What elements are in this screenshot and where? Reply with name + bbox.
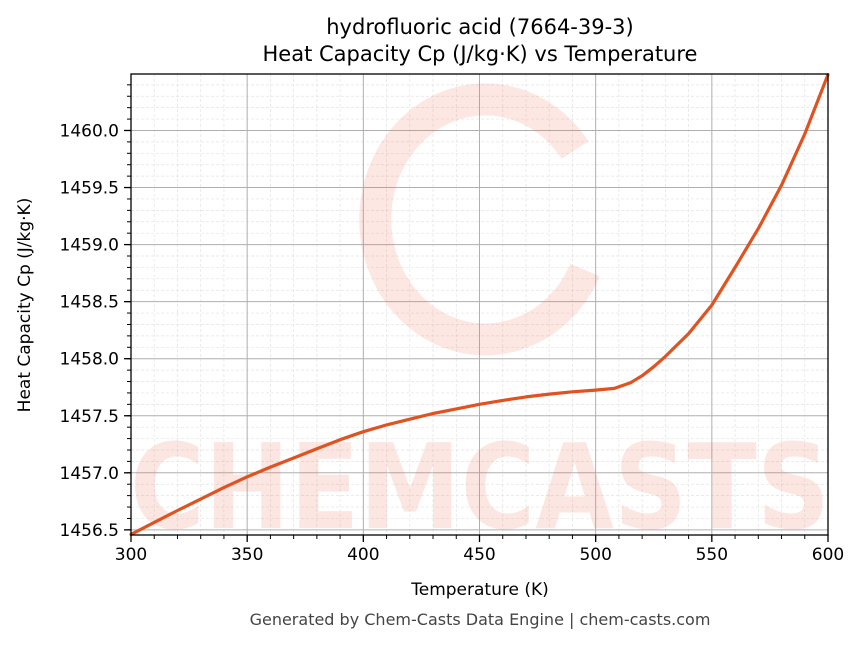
x-tick-label: 400	[347, 545, 379, 565]
series-layer	[129, 72, 830, 537]
x-tick-label: 450	[463, 545, 495, 565]
series-line-cp	[129, 72, 830, 537]
y-tick-label: 1457.0	[60, 464, 119, 484]
chart-subtitle: Heat Capacity Cp (J/kg·K) vs Temperature	[263, 42, 698, 66]
x-axis-label: Temperature (K)	[410, 580, 549, 600]
y-tick-label: 1456.5	[60, 521, 119, 541]
y-axis-label: Heat Capacity Cp (J/kg·K)	[15, 198, 35, 413]
watermark-logo-ring	[359, 83, 600, 356]
watermark: CHEMCASTS	[130, 83, 830, 556]
x-tick-label: 300	[115, 545, 147, 565]
y-tick-label: 1459.0	[60, 236, 119, 256]
chart-title: hydrofluoric acid (7664-39-3)	[326, 15, 633, 39]
y-tick-label: 1457.5	[60, 407, 119, 427]
x-tick-label: 500	[579, 545, 611, 565]
axis-ticks: 300 350 400 450 500 550 600 1456.5 1457.0 1457.5 1…	[60, 84, 844, 565]
y-tick-label: 1458.5	[60, 293, 119, 313]
y-tick-label: 1460.0	[60, 121, 119, 141]
y-tick-label: 1459.5	[60, 179, 119, 199]
y-tick-label: 1458.0	[60, 350, 119, 370]
x-tick-label: 600	[812, 545, 844, 565]
grid	[130, 74, 829, 535]
footer-credit: Generated by Chem-Casts Data Engine | ch…	[250, 610, 711, 629]
watermark-text: CHEMCASTS	[130, 418, 830, 556]
x-tick-label: 550	[696, 545, 728, 565]
x-tick-label: 350	[231, 545, 263, 565]
